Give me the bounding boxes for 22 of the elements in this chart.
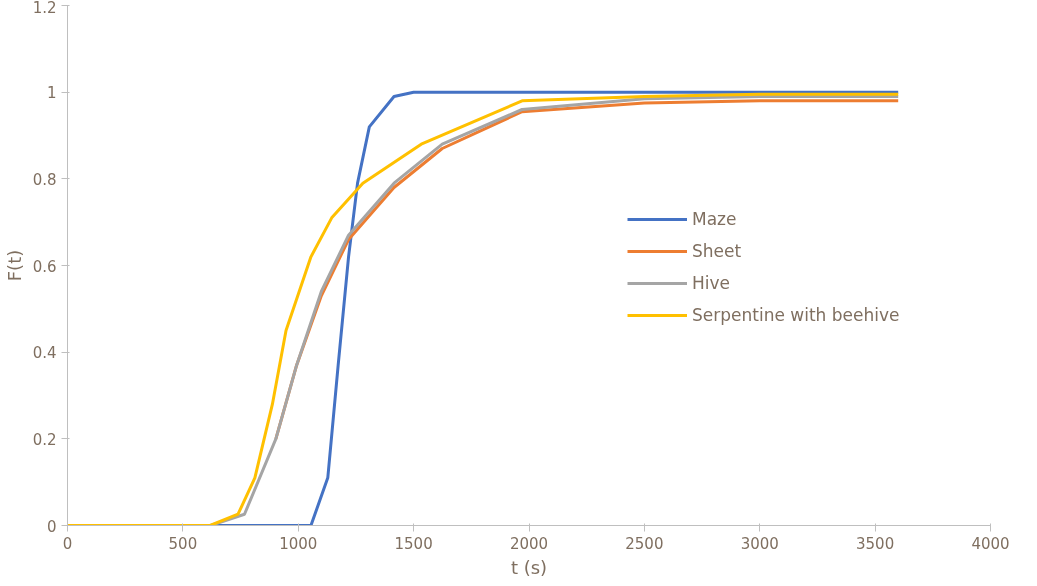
x-tick-label: 3500 (856, 534, 895, 553)
legend-label: Hive (692, 273, 731, 293)
x-tick-label: 3000 (740, 534, 779, 553)
legend-label: Sheet (692, 241, 742, 261)
x-tick-label: 4000 (971, 534, 1010, 553)
y-tick-label: 1.2 (32, 0, 57, 17)
x-tick-label: 2500 (625, 534, 664, 553)
y-tick-label: 0.4 (32, 344, 57, 363)
x-tick-label: 500 (168, 534, 198, 553)
x-tick-label: 1000 (279, 534, 318, 553)
legend-label: Serpentine with beehive (692, 305, 900, 325)
y-tick-label: 0.8 (32, 170, 57, 189)
legend-label: Maze (692, 209, 737, 229)
y-tick-label: 1 (46, 84, 57, 103)
x-tick-label: 1500 (394, 534, 433, 553)
x-axis-title: t (s) (510, 556, 548, 578)
x-tick-label: 0 (62, 534, 73, 553)
y-tick-label: 0.6 (32, 257, 57, 276)
y-tick-label: 0 (46, 517, 57, 536)
x-tick-label: 2000 (509, 534, 549, 553)
y-tick-label: 0.2 (32, 430, 57, 449)
y-axis-title: F(t) (3, 249, 25, 282)
